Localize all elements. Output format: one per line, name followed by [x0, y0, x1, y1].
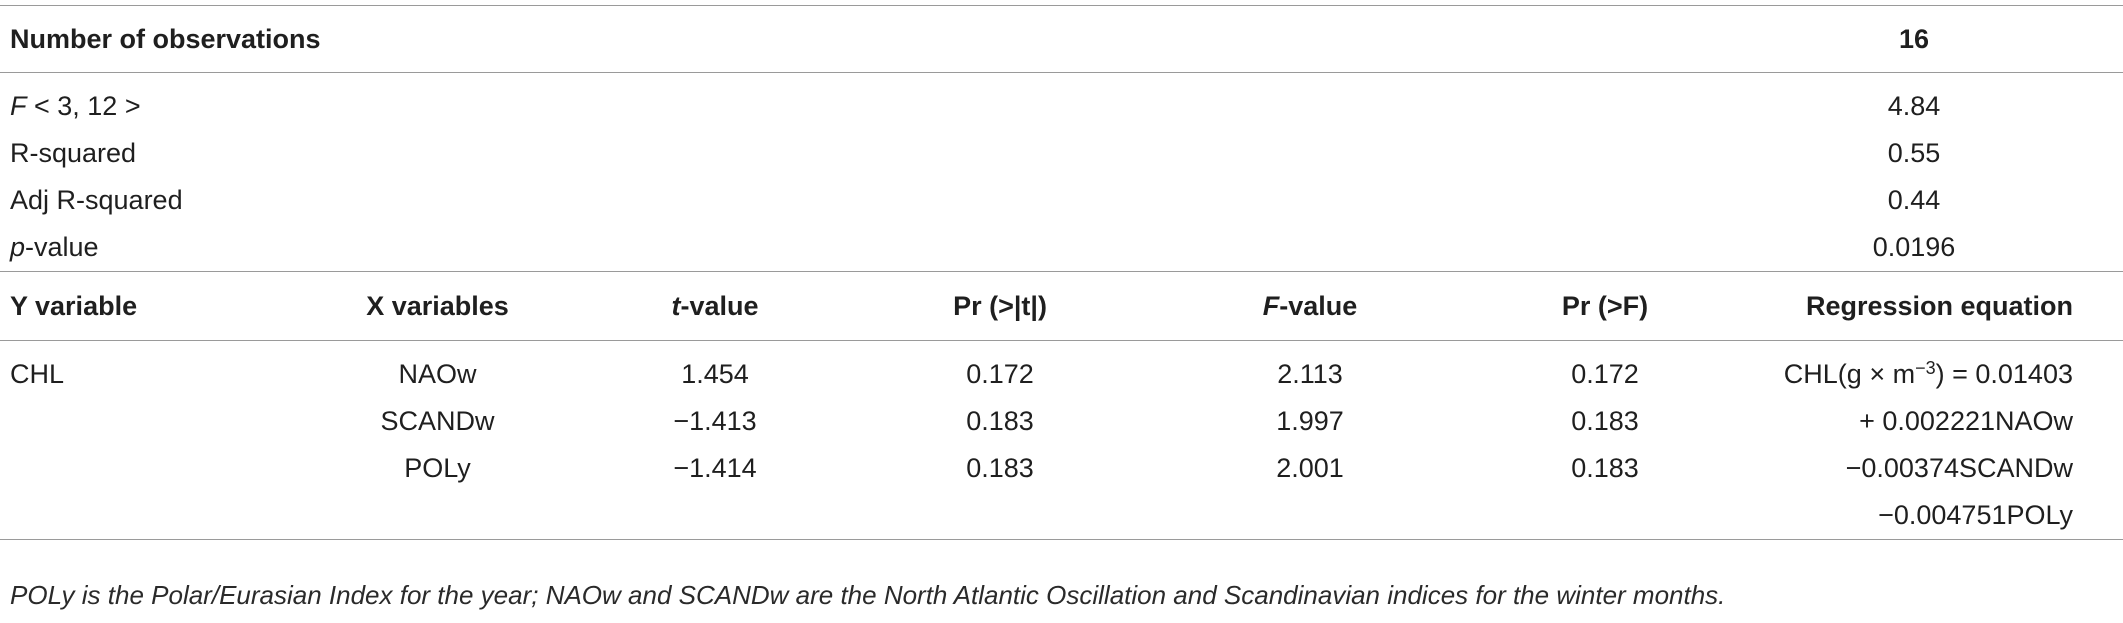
col-x-variables: X variables [366, 291, 509, 321]
adj-r-squared-row: Adj R-squared 0.44 [0, 177, 2123, 224]
cell-y [0, 398, 290, 445]
col-y-variable: Y variable [10, 291, 138, 321]
p-value-label: p-value [10, 232, 99, 262]
table-row: −0.004751POLy [0, 492, 2123, 540]
cell-x: POLy [404, 453, 471, 483]
table-row: CHL NAOw 1.454 0.172 2.113 0.172 CHL(g ×… [0, 351, 2123, 398]
cell-pr-t: 0.183 [966, 406, 1034, 436]
cell-x: SCANDw [380, 406, 495, 436]
cell-pr-f: 0.172 [1571, 359, 1639, 389]
table-footnote: POLy is the Polar/Eurasian Index for the… [10, 580, 1726, 610]
r-squared-label: R-squared [10, 138, 137, 168]
cell-x: NAOw [398, 359, 477, 389]
cell-t: −1.413 [673, 406, 757, 436]
f-stat-label: F < 3, 12 > [10, 91, 141, 121]
cell-y: CHL [10, 359, 65, 389]
cell-pr-t: 0.183 [966, 453, 1034, 483]
p-value-value: 0.0196 [1872, 232, 1956, 262]
cell-y [0, 445, 290, 492]
observations-value: 16 [1898, 24, 1930, 54]
cell-pr-f: 0.183 [1571, 406, 1639, 436]
f-stat-value: 4.84 [1887, 91, 1941, 121]
r-squared-value: 0.55 [1887, 138, 1941, 168]
col-regression-equation: Regression equation [1805, 291, 2073, 321]
observations-label: Number of observations [10, 24, 321, 54]
adj-r-squared-label: Adj R-squared [10, 185, 183, 215]
f-stat-row: F < 3, 12 > 4.84 [0, 83, 2123, 130]
table-row: SCANDw −1.413 0.183 1.997 0.183 + 0.0022… [0, 398, 2123, 445]
p-value-row: p-value 0.0196 [0, 224, 2123, 272]
cell-pr-t: 0.172 [966, 359, 1034, 389]
cell-f: 2.113 [1277, 359, 1343, 389]
col-f-value: F-value [1262, 291, 1358, 321]
adj-r-squared-value: 0.44 [1887, 185, 1941, 215]
table-row: POLy −1.414 0.183 2.001 0.183 −0.00374SC… [0, 445, 2123, 492]
cell-equation: + 0.002221NAOw [1859, 406, 2073, 436]
cell-t: −1.414 [673, 453, 757, 483]
observations-row: Number of observations 16 [0, 5, 2123, 73]
col-pr-f: Pr (>F) [1561, 291, 1649, 321]
col-pr-t: Pr (>|t|) [953, 291, 1047, 321]
cell-equation: −0.00374SCANDw [1845, 453, 2073, 483]
cell-pr-f: 0.183 [1571, 453, 1639, 483]
cell-equation: −0.004751POLy [1878, 500, 2073, 530]
cell-t: 1.454 [681, 359, 749, 389]
col-t-value: t-value [671, 291, 759, 321]
column-header-row: Y variable X variables t-value Pr (>|t|)… [0, 272, 2123, 341]
r-squared-row: R-squared 0.55 [0, 130, 2123, 177]
cell-f: 2.001 [1276, 453, 1344, 483]
cell-f: 1.997 [1276, 406, 1344, 436]
regression-table: Number of observations 16 F < 3, 12 > 4.… [0, 5, 2123, 540]
cell-equation: CHL(g × m−3) = 0.01403 [1783, 358, 2073, 389]
